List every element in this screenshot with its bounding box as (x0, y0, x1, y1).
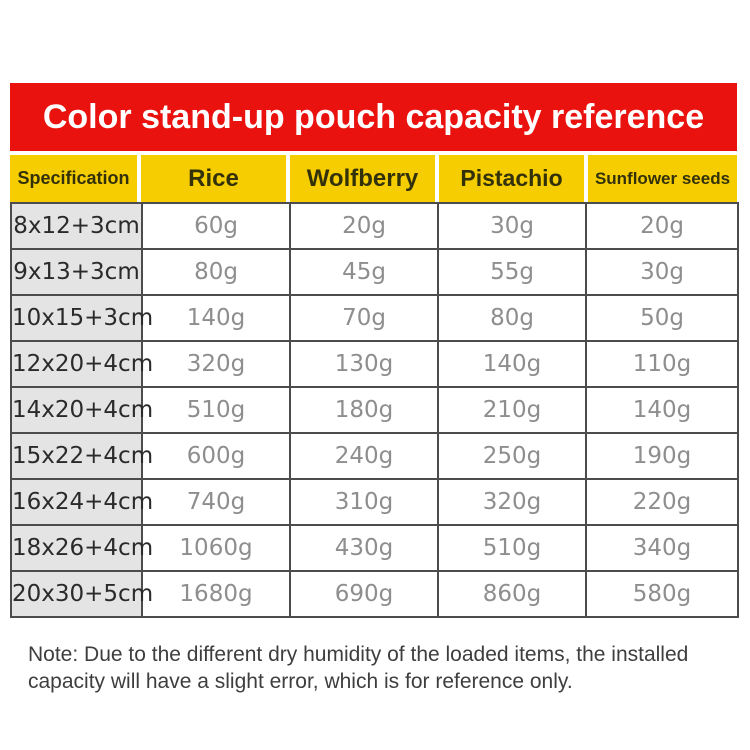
header-cell-rice: Rice (141, 155, 286, 202)
value-cell: 80g (437, 294, 587, 342)
header-cell-sunflower-seeds: Sunflower seeds (588, 155, 737, 202)
value-cell: 190g (585, 432, 739, 480)
value-cell: 130g (289, 340, 439, 388)
spec-cell: 20x30+5cm (10, 570, 153, 618)
value-cell: 110g (585, 340, 739, 388)
table-row: 12x20+4cm 320g 130g 140g 110g (10, 340, 739, 388)
value-cell: 1680g (141, 570, 291, 618)
value-cell: 140g (437, 340, 587, 388)
note-line-1: Note: Due to the different dry humidity … (28, 643, 689, 666)
header-cell-wolfberry: Wolfberry (290, 155, 435, 202)
value-cell: 45g (289, 248, 439, 296)
spec-cell: 12x20+4cm (10, 340, 153, 388)
value-cell: 30g (585, 248, 739, 296)
value-cell: 70g (289, 294, 439, 342)
table-row: 15x22+4cm 600g 240g 250g 190g (10, 432, 739, 480)
value-cell: 320g (437, 478, 587, 526)
table-row: 18x26+4cm 1060g 430g 510g 340g (10, 524, 739, 572)
spec-cell: 16x24+4cm (10, 478, 153, 526)
value-cell: 860g (437, 570, 587, 618)
table-row: 10x15+3cm 140g 70g 80g 50g (10, 294, 739, 342)
value-cell: 430g (289, 524, 439, 572)
value-cell: 310g (289, 478, 439, 526)
value-cell: 55g (437, 248, 587, 296)
value-cell: 220g (585, 478, 739, 526)
spec-cell: 10x15+3cm (10, 294, 153, 342)
table-row: 8x12+3cm 60g 20g 30g 20g (10, 202, 739, 250)
value-cell: 240g (289, 432, 439, 480)
value-cell: 60g (141, 202, 291, 250)
value-cell: 510g (141, 386, 291, 434)
value-cell: 30g (437, 202, 587, 250)
spec-cell: 8x12+3cm (10, 202, 143, 250)
value-cell: 690g (289, 570, 439, 618)
value-cell: 340g (585, 524, 739, 572)
value-cell: 600g (141, 432, 291, 480)
value-cell: 80g (141, 248, 291, 296)
note-text: Note: Due to the different dry humidity … (28, 641, 740, 695)
table-row: 16x24+4cm 740g 310g 320g 220g (10, 478, 739, 526)
capacity-table: 8x12+3cm 60g 20g 30g 20g 9x13+3cm 80g 45g 55g 30g… (10, 202, 739, 618)
spec-cell: 18x26+4cm (10, 524, 153, 572)
value-cell: 20g (289, 202, 439, 250)
table-row: 9x13+3cm 80g 45g 55g 30g (10, 248, 739, 296)
table-row: 20x30+5cm 1680g 690g 860g 580g (10, 570, 739, 618)
spec-cell: 15x22+4cm (10, 432, 153, 480)
value-cell: 140g (141, 294, 291, 342)
table-body: 8x12+3cm 60g 20g 30g 20g 9x13+3cm 80g 45g 55g 30g… (10, 202, 739, 618)
value-cell: 20g (585, 202, 739, 250)
value-cell: 180g (289, 386, 439, 434)
spec-cell: 14x20+4cm (10, 386, 153, 434)
value-cell: 510g (437, 524, 587, 572)
value-cell: 1060g (141, 524, 291, 572)
value-cell: 320g (141, 340, 291, 388)
table-header-row: Specification Rice Wolfberry Pistachio S… (10, 155, 737, 202)
title-banner: Color stand-up pouch capacity reference (10, 83, 737, 151)
value-cell: 740g (141, 478, 291, 526)
page-title: Color stand-up pouch capacity reference (42, 97, 705, 136)
note-line-2: capacity will have a slight error, which… (28, 670, 573, 693)
header-cell-pistachio: Pistachio (439, 155, 584, 202)
value-cell: 580g (585, 570, 739, 618)
value-cell: 250g (437, 432, 587, 480)
header-cell-specification: Specification (10, 155, 137, 202)
value-cell: 140g (585, 386, 739, 434)
value-cell: 210g (437, 386, 587, 434)
table-row: 14x20+4cm 510g 180g 210g 140g (10, 386, 739, 434)
spec-cell: 9x13+3cm (10, 248, 143, 296)
value-cell: 50g (585, 294, 739, 342)
